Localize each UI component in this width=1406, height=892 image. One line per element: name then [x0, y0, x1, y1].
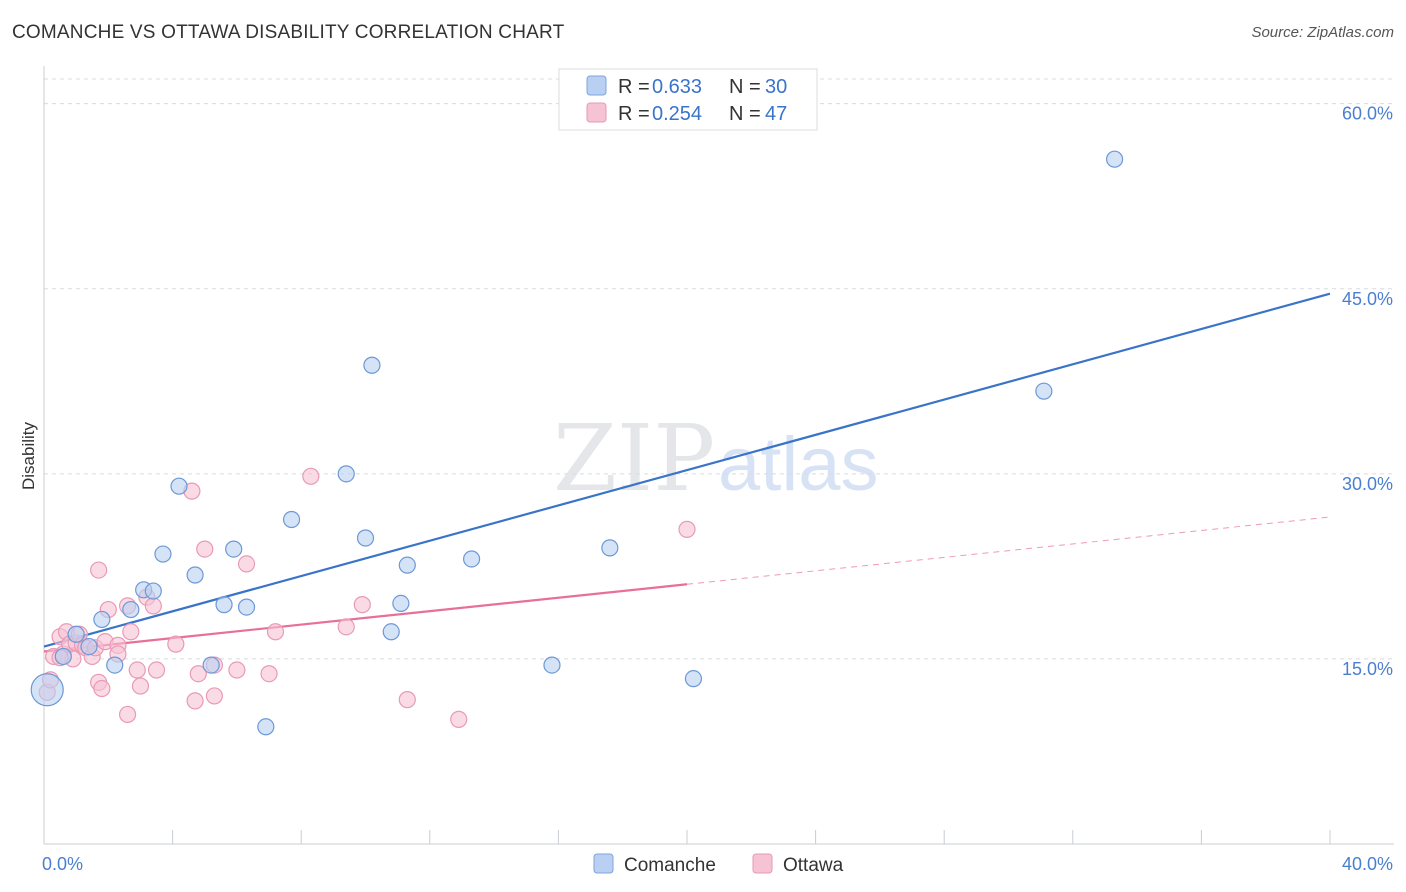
ottawa-point	[266, 623, 285, 641]
ottawa-point	[337, 618, 355, 636]
legend-swatch-comanche	[586, 75, 607, 96]
y-tick-label: 45.0%	[1342, 289, 1393, 309]
watermark-zip: ZIP	[553, 405, 715, 512]
comanche-point	[122, 600, 140, 619]
y-tick-label: 15.0%	[1342, 659, 1393, 679]
comanche-point	[106, 656, 124, 674]
comanche-point	[237, 598, 256, 616]
legend-r-value-ottawa: 0.254	[652, 103, 702, 125]
comanche-point	[186, 566, 204, 584]
ottawa-point	[196, 540, 214, 558]
series-legend-label-ottawa: Ottawa	[783, 855, 844, 876]
comanche-point	[356, 529, 375, 547]
ottawa-point	[128, 661, 146, 679]
comanche-point	[170, 477, 188, 495]
ottawa-point	[205, 687, 223, 705]
y-axis-title: Disability	[19, 421, 38, 490]
comanche-point	[543, 656, 561, 674]
comanche-point	[257, 718, 275, 736]
comanche-points	[30, 150, 1124, 736]
comanche-point	[54, 647, 72, 666]
legend-n-label-ottawa: N =	[729, 103, 761, 125]
comanche-point	[363, 356, 381, 374]
comanche-point	[202, 656, 220, 674]
x-tick-labels: 0.0% 40.0%	[42, 854, 1393, 874]
ottawa-point	[122, 623, 140, 641]
series-legend: Comanche Ottawa	[593, 853, 844, 876]
comanche-point	[392, 594, 410, 612]
legend-swatch-ottawa	[586, 102, 607, 123]
trend-line-extension-ottawa	[686, 516, 1331, 585]
comanche-point	[337, 465, 355, 483]
comanche-point	[93, 610, 111, 629]
comanche-point	[601, 539, 619, 557]
y-tick-label: 30.0%	[1342, 474, 1393, 494]
series-legend-swatch-comanche	[593, 853, 614, 874]
chart-title: COMANCHE VS OTTAWA DISABILITY CORRELATIO…	[12, 22, 565, 43]
ottawa-point	[302, 467, 320, 485]
series-legend-label-comanche: Comanche	[624, 855, 716, 876]
correlation-legend: R = 0.633 N = 30 R = 0.254 N = 47	[558, 68, 818, 131]
y-tick-labels: 15.0% 30.0% 45.0% 60.0%	[1342, 104, 1393, 679]
ottawa-point	[678, 520, 696, 538]
ottawa-point	[90, 561, 108, 579]
ottawa-point	[147, 661, 166, 679]
series-legend-swatch-ottawa	[752, 853, 773, 874]
x-tick-label-max: 40.0%	[1342, 854, 1393, 874]
legend-n-value-ottawa: 47	[765, 103, 787, 125]
comanche-point	[154, 545, 172, 563]
ottawa-point	[118, 705, 137, 724]
comanche-point	[1105, 150, 1124, 168]
ottawa-point	[398, 691, 416, 709]
ottawa-point	[450, 710, 468, 728]
ottawa-point	[228, 661, 246, 679]
ottawa-point	[189, 665, 207, 683]
ottawa-point	[353, 596, 371, 614]
comanche-point	[282, 510, 301, 529]
comanche-point	[215, 596, 233, 614]
trend-line-ottawa	[43, 583, 688, 653]
comanche-point	[144, 582, 162, 600]
y-tick-label: 60.0%	[1342, 104, 1393, 124]
legend-n-label-comanche: N =	[729, 76, 761, 98]
comanche-point	[225, 540, 243, 558]
legend-r-label-comanche: R =	[618, 76, 650, 98]
axes	[43, 66, 1394, 845]
ottawa-point	[93, 679, 111, 698]
comanche-point	[67, 625, 85, 643]
ottawa-point	[131, 677, 150, 695]
watermark-atlas: atlas	[718, 422, 879, 507]
legend-r-value-comanche: 0.633	[652, 76, 702, 98]
trend-line-comanche	[43, 292, 1331, 648]
legend-r-label-ottawa: R =	[618, 103, 650, 125]
legend-n-value-comanche: 30	[765, 76, 787, 98]
ottawa-point	[144, 597, 162, 615]
ottawa-point	[167, 635, 185, 653]
comanche-point	[80, 637, 98, 656]
comanche-point	[30, 673, 64, 707]
source-credit: Source: ZipAtlas.com	[1251, 24, 1394, 41]
comanche-point	[398, 556, 416, 574]
comanche-point	[684, 670, 703, 688]
comanche-point	[382, 623, 400, 641]
comanche-point	[1035, 382, 1053, 400]
trend-lines	[43, 292, 1331, 653]
ottawa-point	[237, 555, 256, 573]
ottawa-point	[186, 692, 204, 710]
ottawa-point	[260, 665, 278, 683]
x-tick-label-min: 0.0%	[42, 854, 83, 874]
comanche-point	[462, 550, 481, 568]
